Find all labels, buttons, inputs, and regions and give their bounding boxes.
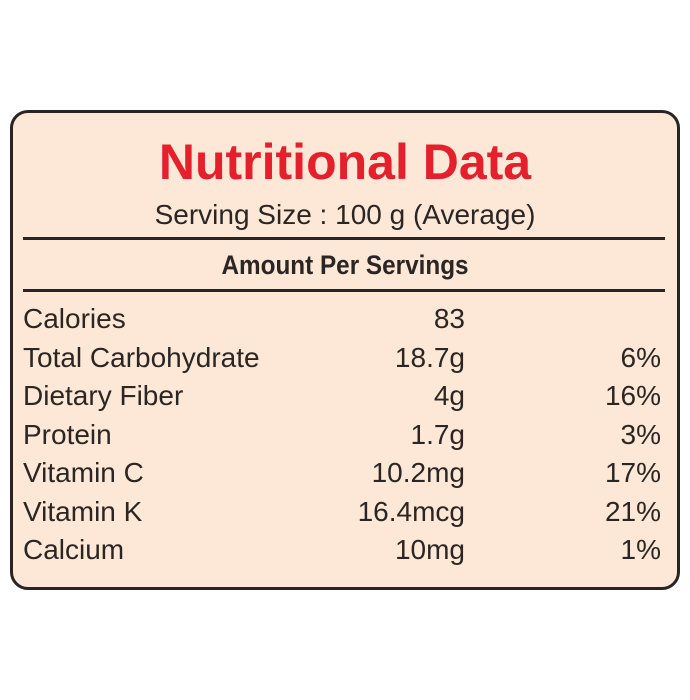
serving-size: Serving Size : 100 g (Average) bbox=[154, 199, 536, 230]
nutrient-amount: 10mg bbox=[394, 534, 465, 565]
nutrient-amount: 4g bbox=[433, 380, 465, 411]
nutrient-name: Protein bbox=[23, 418, 112, 450]
nutrient-name: Dietary Fiber bbox=[23, 380, 184, 411]
nutrient-name: Vitamin C bbox=[23, 457, 144, 488]
divider bbox=[23, 289, 665, 292]
table-header: Amount Per Servings bbox=[221, 250, 469, 280]
nutrient-amount: 83 bbox=[433, 303, 465, 334]
nutrient-name: Vitamin K bbox=[23, 495, 143, 527]
daily-value: 17% bbox=[604, 457, 661, 488]
nutrient-name: Total Carbohydrate bbox=[23, 341, 260, 373]
daily-value: 21% bbox=[604, 495, 661, 527]
daily-value: 16% bbox=[604, 380, 661, 411]
nutrient-amount: 16.4mcg bbox=[357, 495, 465, 527]
nutrient-amount: 18.7g bbox=[394, 341, 465, 373]
daily-value: 1% bbox=[620, 534, 661, 565]
nutrient-amount: 1.7g bbox=[410, 418, 466, 450]
nutrient-amount: 10.2mg bbox=[371, 457, 465, 488]
label-title: Nutritional Data bbox=[158, 134, 532, 190]
nutrient-name: Calcium bbox=[23, 534, 125, 565]
nutrient-name: Calories bbox=[23, 303, 126, 334]
daily-value: 6% bbox=[620, 341, 661, 373]
daily-value: 3% bbox=[620, 418, 661, 450]
nutrition-label: Nutritional Data Serving Size : 100 g (A… bbox=[10, 110, 680, 590]
divider bbox=[23, 237, 665, 240]
